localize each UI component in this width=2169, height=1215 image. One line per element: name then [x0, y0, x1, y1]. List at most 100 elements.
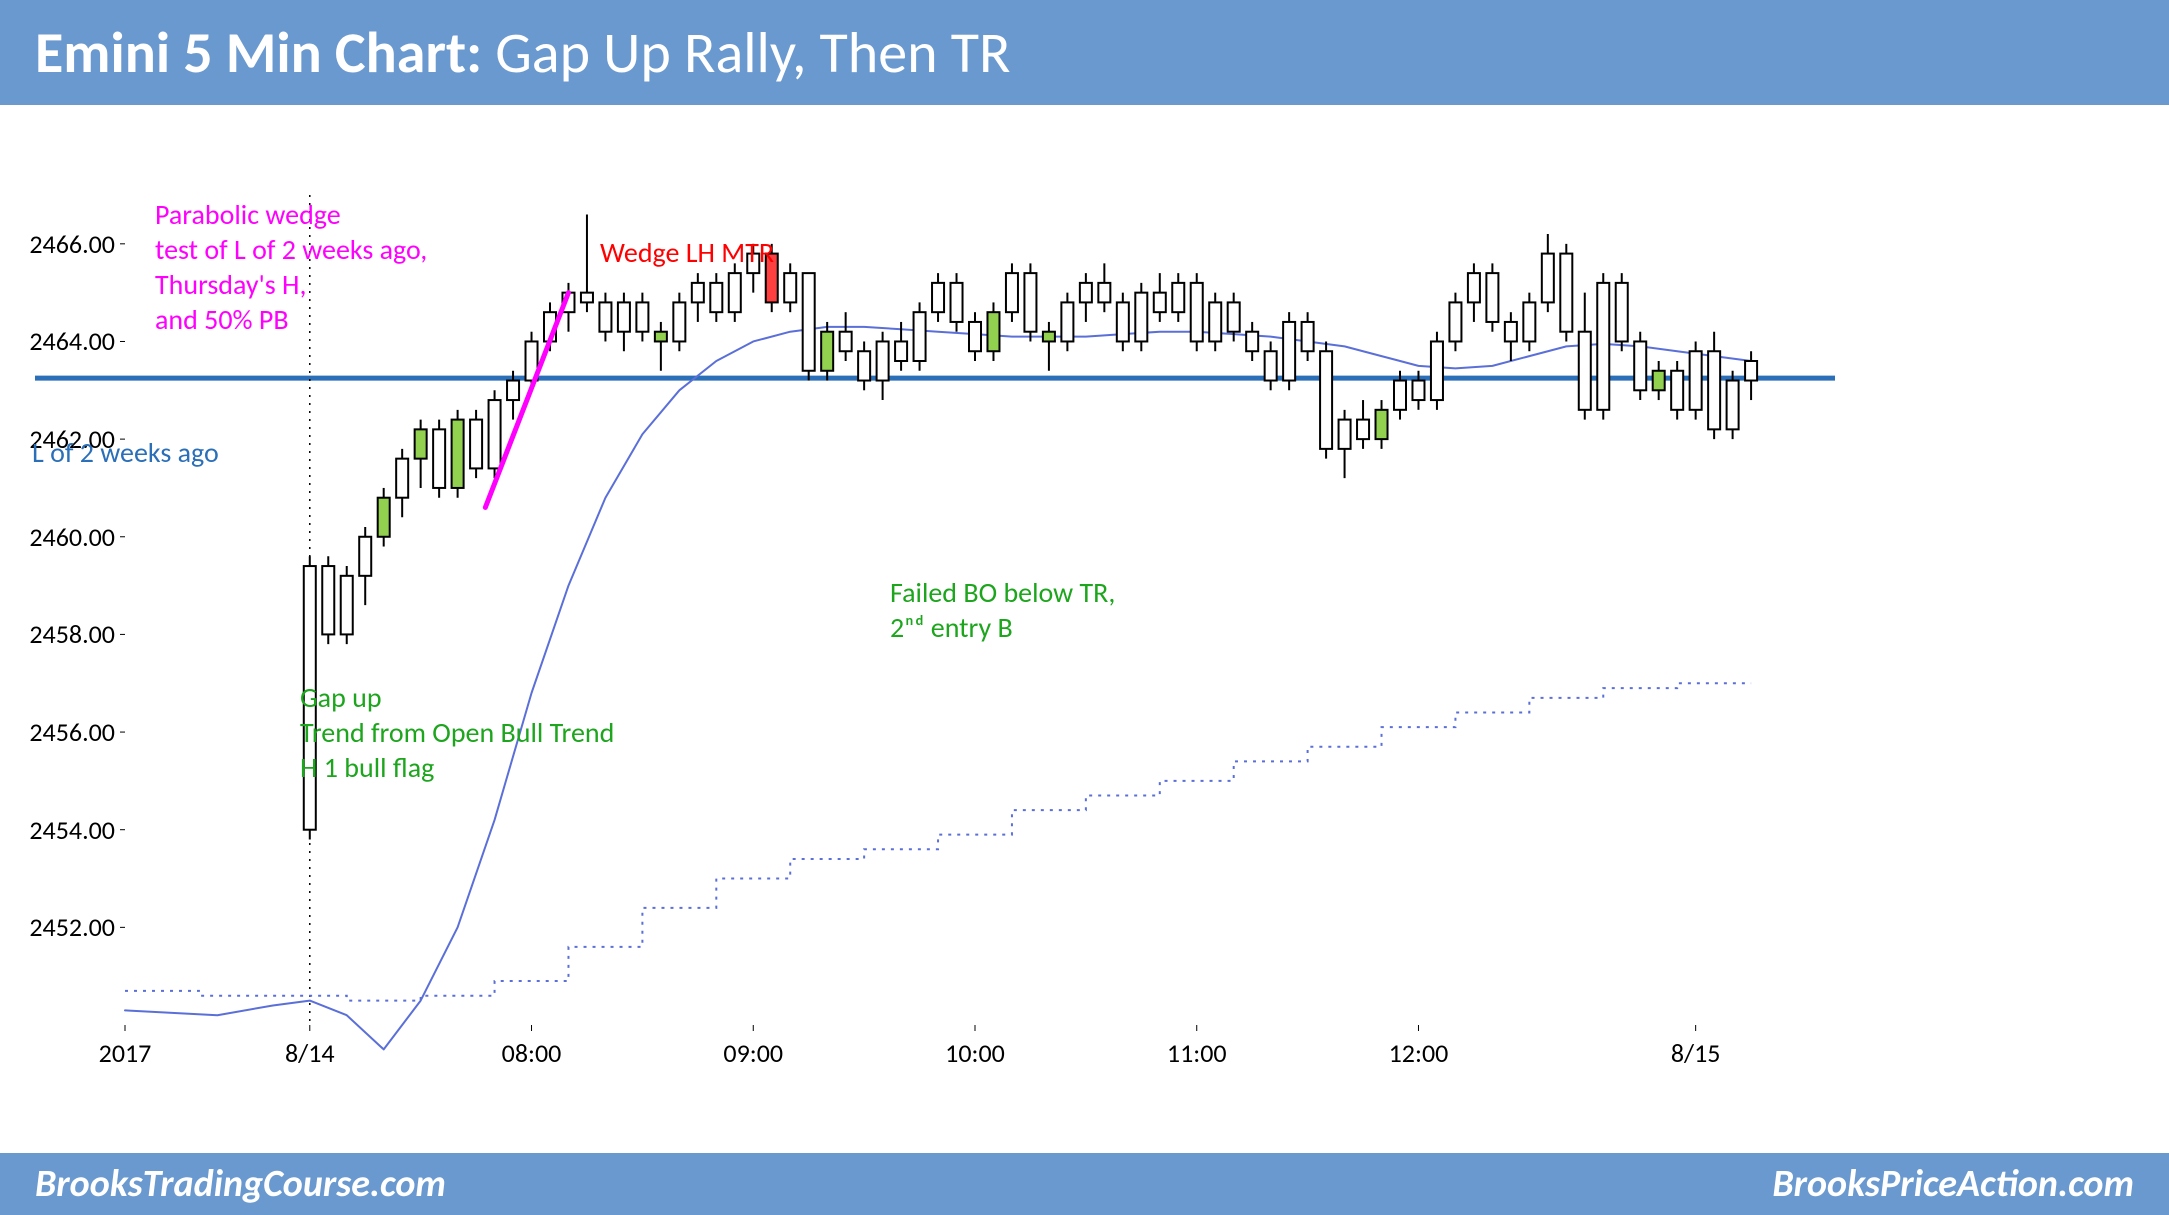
ann-failed-bo: Failed BO below TR, 2ⁿᵈ entry B	[890, 575, 1115, 645]
candle-body	[1634, 341, 1646, 390]
candle-body	[636, 302, 648, 331]
candle-body	[655, 332, 667, 342]
candle-body	[507, 381, 519, 401]
candle-body	[1505, 322, 1517, 342]
candle-body	[359, 537, 371, 576]
candle-body	[1191, 283, 1203, 342]
candle-body	[1043, 332, 1055, 342]
candle-body	[1172, 283, 1184, 312]
candle-body	[1228, 302, 1240, 331]
y-tick-label: 2464.00	[5, 325, 115, 357]
chart-area: 2452.002454.002456.002458.002460.002462.…	[0, 105, 2169, 1153]
candle-body	[1449, 302, 1461, 341]
candle-body	[914, 312, 926, 361]
ann-parabolic: Parabolic wedge test of L of 2 weeks ago…	[155, 197, 427, 337]
candle-body	[932, 283, 944, 312]
candle-body	[969, 322, 981, 351]
candle-body	[673, 302, 685, 341]
candle-body	[987, 312, 999, 351]
candle-body	[1708, 351, 1720, 429]
candle-body	[1117, 302, 1129, 341]
candle-body	[1579, 332, 1591, 410]
ann-wedge-lh: Wedge LH MTR	[600, 235, 774, 270]
candle-body	[1320, 351, 1332, 449]
candle-body	[1357, 420, 1369, 440]
candle-body	[1468, 273, 1480, 302]
candle-body	[1154, 293, 1166, 313]
candle-body	[489, 400, 501, 468]
candle-body	[1727, 381, 1739, 430]
candle-body	[1690, 351, 1702, 410]
candle-body	[1616, 283, 1628, 342]
candle-body	[433, 429, 445, 488]
candle-body	[692, 283, 704, 303]
y-tick-label: 2458.00	[5, 618, 115, 650]
candle-body	[1560, 254, 1572, 332]
candle-body	[784, 273, 796, 302]
candle-body	[1597, 283, 1609, 410]
candle-body	[1671, 371, 1683, 410]
candle-body	[840, 332, 852, 352]
candle-body	[452, 420, 464, 488]
candle-body	[1431, 341, 1443, 400]
y-tick-label: 2466.00	[5, 228, 115, 260]
candle-body	[858, 351, 870, 380]
x-tick-label: 8/14	[285, 1037, 335, 1069]
header-title-rest: Gap Up Rally, Then TR	[482, 17, 1010, 88]
x-tick-label: 08:00	[502, 1037, 562, 1069]
footer-left: BrooksTradingCourse.com	[35, 1161, 446, 1207]
candle-body	[618, 302, 630, 331]
candle-body	[1376, 410, 1388, 439]
candle-body	[1080, 283, 1092, 303]
candle-body	[396, 459, 408, 498]
candle-body	[729, 273, 741, 312]
candle-body	[1024, 273, 1036, 332]
candle-body	[1006, 273, 1018, 312]
candle-body	[895, 341, 907, 361]
candle-body	[821, 332, 833, 371]
x-tick-label: 8/15	[1671, 1037, 1721, 1069]
candle-body	[1542, 254, 1554, 303]
candle-body	[710, 283, 722, 312]
candle-body	[378, 498, 390, 537]
footer-right: BrooksPriceAction.com	[1772, 1161, 2134, 1207]
candle-body	[1135, 293, 1147, 342]
y-tick-label: 2452.00	[5, 911, 115, 943]
x-tick-label: 09:00	[723, 1037, 783, 1069]
candle-body	[877, 341, 889, 380]
candle-body	[581, 293, 593, 303]
x-tick-label: 11:00	[1167, 1037, 1227, 1069]
candle-body	[1523, 302, 1535, 341]
candle-body	[1283, 322, 1295, 381]
ann-l2weeks: L of 2 weeks ago	[32, 435, 219, 470]
candle-body	[1412, 381, 1424, 401]
footer-bar: BrooksTradingCourse.com BrooksPriceActio…	[0, 1153, 2169, 1215]
candle-body	[803, 273, 815, 371]
candle-body	[1486, 273, 1498, 322]
candle-body	[470, 420, 482, 469]
y-tick-label: 2456.00	[5, 716, 115, 748]
candle-body	[599, 302, 611, 331]
candle-body	[1394, 381, 1406, 410]
header-bar: Emini 5 Min Chart: Gap Up Rally, Then TR	[0, 0, 2169, 105]
x-tick-label: 10:00	[945, 1037, 1005, 1069]
candle-body	[1302, 322, 1314, 351]
y-tick-label: 2454.00	[5, 814, 115, 846]
x-tick-label: 12:00	[1389, 1037, 1449, 1069]
candle-body	[1098, 283, 1110, 303]
candle-body	[1061, 302, 1073, 341]
ann-gap-up: Gap up Trend from Open Bull Trend H 1 bu…	[300, 680, 614, 785]
header-title-bold: Emini 5 Min Chart:	[35, 17, 482, 88]
candle-body	[1745, 361, 1757, 381]
candle-body	[1209, 302, 1221, 341]
x-tick-label: 2017	[99, 1037, 152, 1069]
candle-body	[1265, 351, 1277, 380]
candle-body	[1339, 420, 1351, 449]
candle-body	[341, 576, 353, 635]
candle-body	[415, 429, 427, 458]
candle-body	[1653, 371, 1665, 391]
candle-body	[322, 566, 334, 634]
candle-body	[951, 283, 963, 322]
y-tick-label: 2460.00	[5, 521, 115, 553]
candle-body	[1246, 332, 1258, 352]
